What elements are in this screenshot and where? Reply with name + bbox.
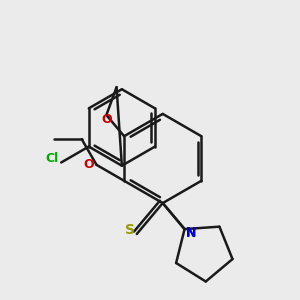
Text: Cl: Cl (46, 152, 59, 165)
Text: N: N (186, 227, 196, 240)
Text: O: O (101, 113, 112, 126)
Text: S: S (125, 223, 135, 237)
Text: N: N (186, 226, 196, 239)
Text: O: O (84, 158, 94, 171)
